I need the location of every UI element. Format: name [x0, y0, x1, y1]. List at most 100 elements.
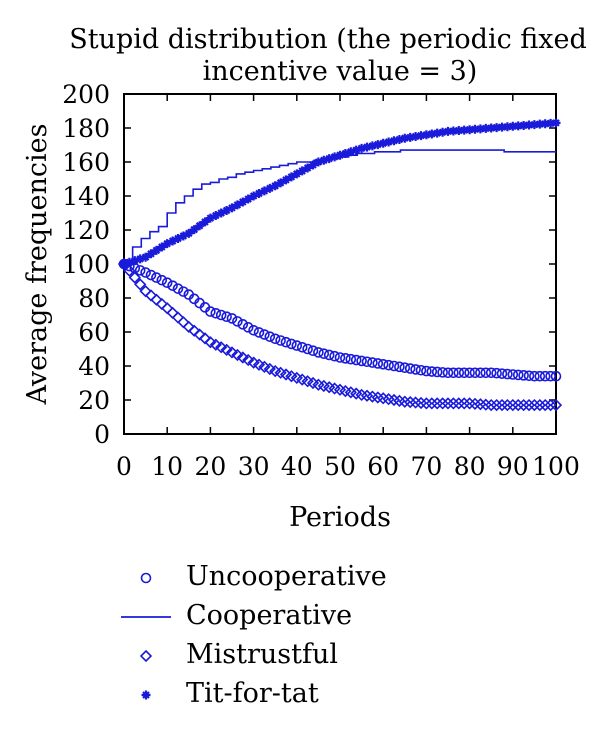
- data-point-mistrustful: [209, 338, 222, 351]
- data-point-mistrustful: [161, 302, 174, 315]
- data-point-tit-for-tat: [297, 166, 307, 176]
- data-point-mistrustful: [225, 346, 239, 359]
- data-point-tit-for-tat: [130, 256, 140, 266]
- data-point-uncooperative: [145, 269, 157, 281]
- series-cooperative: [124, 149, 556, 265]
- data-point-mistrustful: [517, 398, 530, 412]
- data-point-uncooperative: [151, 272, 162, 283]
- data-point-tit-for-tat: [400, 133, 410, 143]
- data-point-uncooperative: [431, 366, 443, 378]
- data-point-tit-for-tat: [227, 203, 237, 213]
- legend-label-tit-for-tat: Tit-for-tat: [186, 678, 319, 709]
- data-point-tit-for-tat: [222, 205, 232, 215]
- data-point-mistrustful: [182, 320, 195, 334]
- data-point-uncooperative: [259, 329, 270, 340]
- data-point-uncooperative: [529, 370, 540, 382]
- data-point-tit-for-tat: [551, 118, 561, 128]
- data-point-tit-for-tat: [319, 155, 329, 165]
- data-point-mistrustful: [431, 397, 444, 410]
- data-point-uncooperative: [264, 331, 276, 342]
- data-point-uncooperative: [237, 319, 249, 330]
- data-point-uncooperative: [480, 367, 492, 379]
- data-point-uncooperative: [458, 367, 470, 379]
- data-point-uncooperative: [334, 352, 346, 363]
- y-tick-label: 200: [62, 80, 110, 109]
- data-point-tit-for-tat: [141, 252, 151, 262]
- data-point-tit-for-tat: [438, 127, 448, 137]
- data-point-mistrustful: [193, 328, 206, 341]
- series-line-cooperative: [124, 149, 556, 265]
- data-point-mistrustful: [150, 293, 163, 306]
- data-point-uncooperative: [280, 336, 292, 348]
- data-point-tit-for-tat: [475, 124, 485, 134]
- data-point-uncooperative: [323, 349, 335, 361]
- data-point-mistrustful: [123, 264, 136, 277]
- data-point-tit-for-tat: [416, 131, 426, 141]
- data-point-mistrustful: [301, 375, 314, 388]
- plot-frame: [123, 93, 557, 435]
- data-point-mistrustful: [231, 348, 244, 362]
- data-point-uncooperative: [296, 341, 308, 353]
- data-point-uncooperative: [345, 353, 357, 365]
- data-point-tit-for-tat: [243, 194, 253, 204]
- y-axis-label: Average frequencies: [22, 124, 53, 406]
- data-point-uncooperative: [253, 327, 265, 338]
- x-tick-label: 20: [194, 452, 226, 481]
- data-point-tit-for-tat: [135, 254, 145, 264]
- data-point-mistrustful: [166, 306, 179, 320]
- data-point-uncooperative: [383, 359, 394, 371]
- data-point-uncooperative: [410, 364, 421, 375]
- data-point-uncooperative: [496, 368, 508, 379]
- data-point-uncooperative: [388, 360, 400, 372]
- legend-label-mistrustful: Mistrustful: [186, 639, 338, 670]
- data-point-uncooperative: [469, 367, 481, 379]
- legend-item-tit-for-tat: Tit-for-tat: [141, 678, 319, 709]
- data-point-uncooperative: [215, 309, 227, 321]
- x-tick-label: 50: [324, 452, 356, 481]
- data-point-tit-for-tat: [546, 118, 556, 128]
- data-point-uncooperative: [394, 361, 405, 373]
- data-point-mistrustful: [134, 278, 147, 291]
- data-point-tit-for-tat: [157, 242, 167, 252]
- data-point-mistrustful: [436, 397, 449, 410]
- data-point-uncooperative: [502, 368, 513, 380]
- data-point-mistrustful: [279, 368, 293, 381]
- y-tick-label: 160: [62, 148, 110, 177]
- chart-title-line-1: Stupid distribution (the periodic fixed: [69, 24, 587, 55]
- legend-marker-mistrustful: [139, 649, 153, 663]
- data-point-tit-for-tat: [421, 130, 431, 140]
- data-point-uncooperative: [161, 277, 173, 289]
- data-point-tit-for-tat: [470, 124, 480, 134]
- data-point-uncooperative: [512, 369, 524, 381]
- legend-item-cooperative: Cooperative: [121, 600, 352, 631]
- data-point-uncooperative: [534, 370, 546, 382]
- chart-title-line-2: incentive value = 3): [203, 56, 478, 87]
- data-point-tit-for-tat: [265, 183, 275, 193]
- data-point-tit-for-tat: [270, 181, 280, 191]
- data-point-tit-for-tat: [486, 123, 496, 133]
- data-point-tit-for-tat: [346, 147, 356, 157]
- data-point-mistrustful: [155, 297, 168, 311]
- data-point-tit-for-tat: [168, 236, 178, 246]
- data-point-uncooperative: [167, 280, 178, 291]
- legend-label-uncooperative: Uncooperative: [186, 561, 387, 592]
- data-point-uncooperative: [426, 366, 438, 377]
- data-point-tit-for-tat: [389, 136, 399, 146]
- data-point-uncooperative: [248, 324, 259, 336]
- data-point-tit-for-tat: [508, 121, 518, 131]
- data-point-tit-for-tat: [411, 132, 421, 141]
- data-point-mistrustful: [539, 398, 552, 412]
- data-point-tit-for-tat: [216, 208, 226, 218]
- data-point-tit-for-tat: [502, 122, 512, 132]
- data-point-uncooperative: [545, 370, 556, 382]
- plot-area: [117, 118, 563, 412]
- data-point-mistrustful: [274, 366, 287, 379]
- data-point-mistrustful: [177, 316, 190, 329]
- data-point-tit-for-tat: [335, 150, 345, 160]
- data-point-mistrustful: [144, 289, 158, 302]
- data-point-tit-for-tat: [292, 169, 302, 179]
- data-point-uncooperative: [448, 367, 459, 379]
- data-point-uncooperative: [518, 370, 529, 381]
- data-point-mistrustful: [447, 397, 460, 410]
- data-point-tit-for-tat: [351, 145, 361, 155]
